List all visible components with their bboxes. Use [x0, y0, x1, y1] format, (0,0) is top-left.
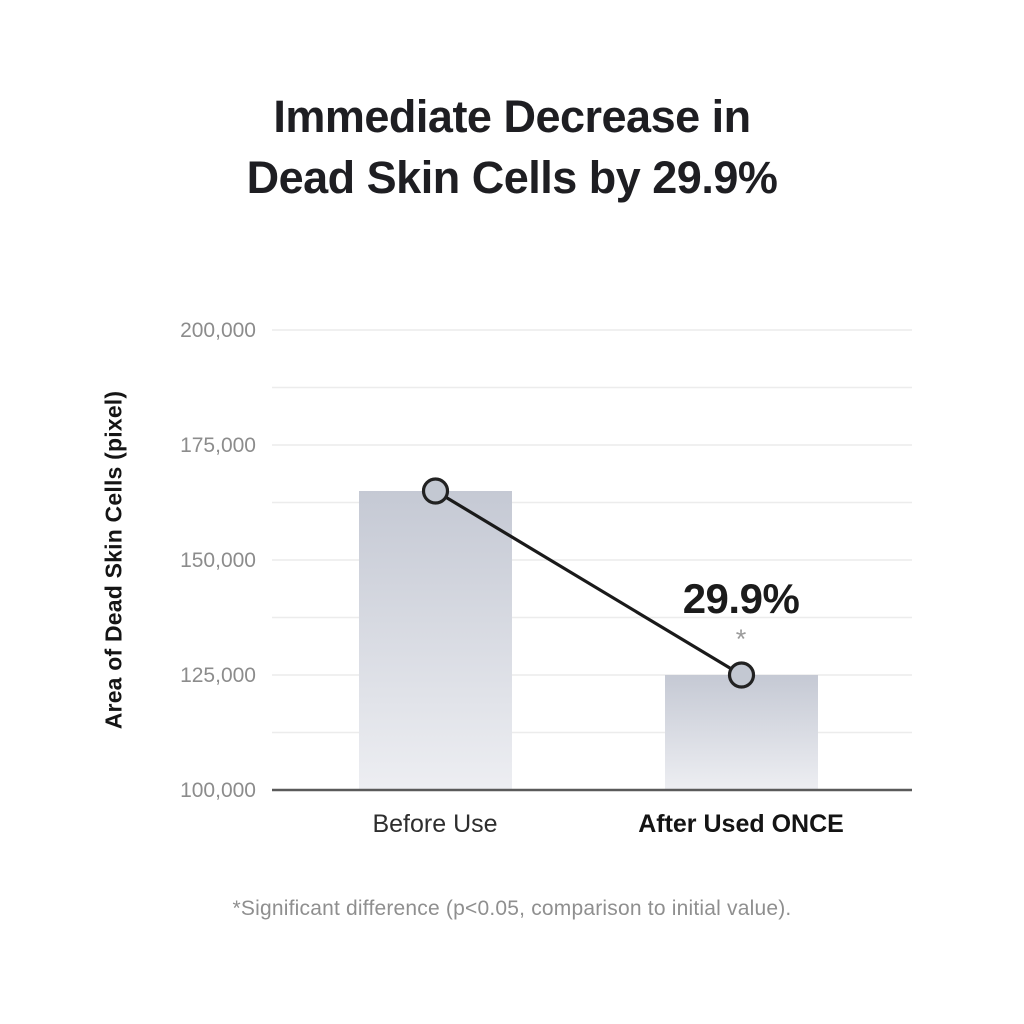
significance-asterisk: *	[735, 624, 747, 654]
y-tick-label: 125,000	[180, 664, 256, 687]
chart-title: Immediate Decrease in Dead Skin Cells by…	[0, 86, 1024, 208]
decrease-percentage-annotation: 29.9%	[682, 575, 800, 622]
x-axis-label-after-used-once: After Used ONCE	[638, 810, 844, 838]
x-axis-label-before-use: Before Use	[372, 810, 498, 838]
data-point-marker-0	[421, 477, 450, 505]
data-point-marker-1	[727, 661, 756, 689]
y-tick-label: 150,000	[180, 549, 256, 572]
y-tick-label: 200,000	[180, 319, 256, 342]
trend-line	[434, 489, 743, 677]
chart-title-line1: Immediate Decrease in	[273, 91, 751, 142]
bar-0	[359, 491, 512, 790]
y-tick-label: 175,000	[180, 434, 256, 457]
chart-title-line2: Dead Skin Cells by 29.9%	[246, 152, 778, 203]
significance-footnote: *Significant difference (p<0.05, compari…	[232, 897, 792, 920]
y-tick-label: 100,000	[180, 779, 256, 802]
bar-1	[665, 675, 818, 790]
